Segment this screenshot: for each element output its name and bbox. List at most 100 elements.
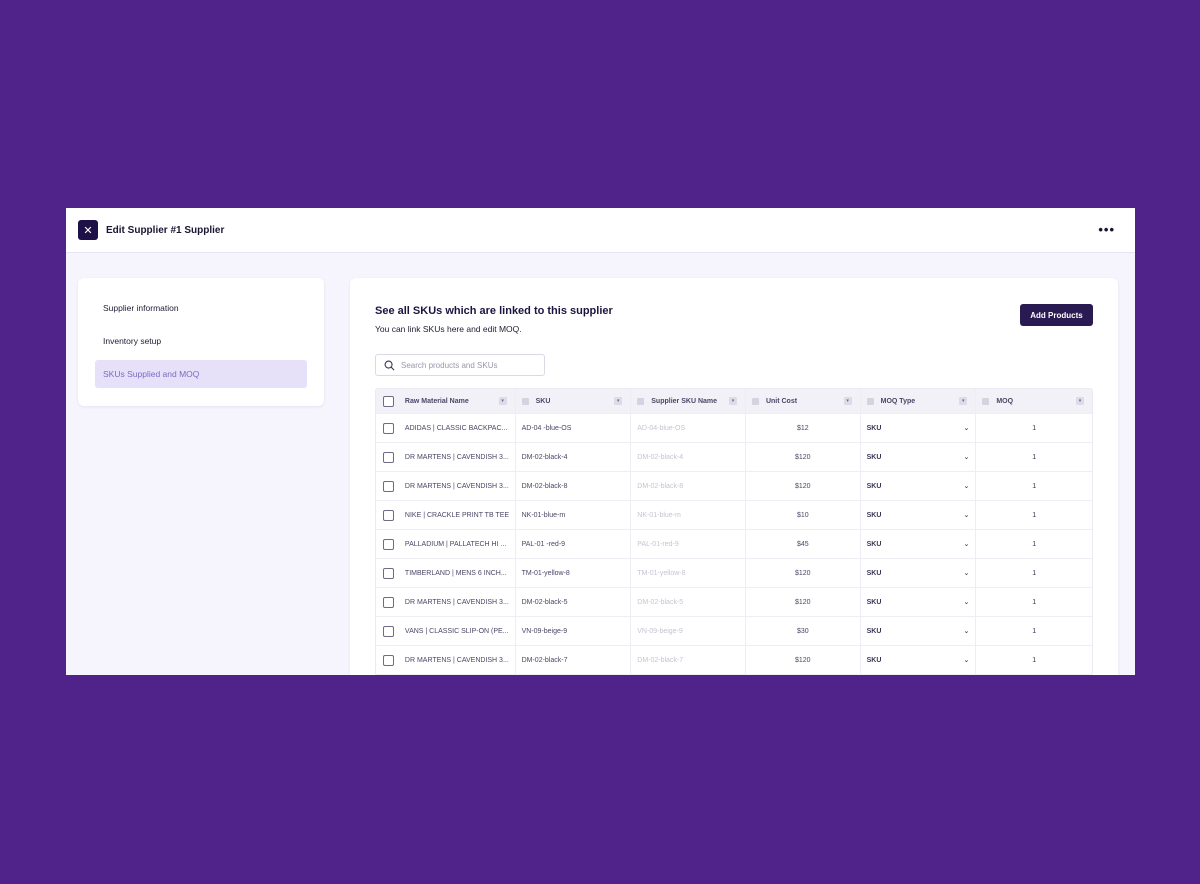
moq-type-select[interactable]: SKU ⌄ bbox=[861, 530, 977, 558]
column-menu-icon[interactable]: ▾ bbox=[843, 397, 852, 405]
supplier-sku-input[interactable]: DM-02-black-8 bbox=[631, 472, 746, 500]
moq-value[interactable]: 1 bbox=[1032, 511, 1037, 519]
moq-value[interactable]: 1 bbox=[1032, 453, 1037, 461]
moq-type-select[interactable]: SKU ⌄ bbox=[861, 414, 977, 442]
chevron-down-icon: ⌄ bbox=[963, 454, 970, 461]
moq-value[interactable]: 1 bbox=[1032, 569, 1037, 577]
supplier-sku-input[interactable]: TM-01-yellow-8 bbox=[631, 559, 746, 587]
unit-cost-value[interactable]: $120 bbox=[746, 559, 861, 587]
unit-cost-value[interactable]: $10 bbox=[746, 501, 861, 529]
section-subtitle: You can link SKUs here and edit MOQ. bbox=[375, 324, 522, 334]
row-checkbox-cell bbox=[376, 559, 401, 587]
moq-value[interactable]: 1 bbox=[1032, 540, 1037, 548]
chevron-down-icon: ⌄ bbox=[963, 570, 970, 577]
more-options-icon[interactable]: ••• bbox=[1098, 222, 1115, 237]
sku-value: PAL-01 -red-9 bbox=[516, 530, 632, 558]
header-moq-type[interactable]: MOQ Type ▾ bbox=[861, 389, 977, 413]
moq-value[interactable]: 1 bbox=[1032, 656, 1037, 664]
row-checkbox-cell bbox=[376, 414, 401, 442]
unit-cost-value[interactable]: $120 bbox=[746, 472, 861, 500]
chevron-down-icon: ⌄ bbox=[963, 541, 970, 548]
column-menu-icon[interactable]: ▾ bbox=[498, 397, 507, 405]
moq-type-select[interactable]: SKU ⌄ bbox=[861, 646, 977, 674]
sidebar: Supplier information Inventory setup SKU… bbox=[78, 278, 324, 406]
header-moq[interactable]: MOQ ▾ bbox=[976, 389, 1092, 413]
row-checkbox[interactable] bbox=[382, 538, 394, 550]
moq-type-value: SKU bbox=[866, 598, 882, 606]
header-supplier-sku[interactable]: Supplier SKU Name ▾ bbox=[631, 389, 746, 413]
moq-value[interactable]: 1 bbox=[1032, 627, 1037, 635]
supplier-sku-input[interactable]: VN-09-beige-9 bbox=[631, 617, 746, 645]
moq-type-select[interactable]: SKU ⌄ bbox=[861, 617, 977, 645]
column-type-icon bbox=[521, 397, 529, 405]
row-checkbox[interactable] bbox=[382, 625, 394, 637]
moq-type-value: SKU bbox=[866, 656, 882, 664]
moq-type-select[interactable]: SKU ⌄ bbox=[861, 472, 977, 500]
row-checkbox[interactable] bbox=[382, 509, 394, 521]
skus-table: Raw Material Name ▾ SKU ▾ Supplier SKU N… bbox=[375, 388, 1093, 675]
moq-type-select[interactable]: SKU ⌄ bbox=[861, 588, 977, 616]
header-raw-material[interactable]: Raw Material Name ▾ bbox=[401, 389, 516, 413]
column-menu-icon[interactable]: ▾ bbox=[728, 397, 737, 405]
row-checkbox-cell bbox=[376, 530, 401, 558]
unit-cost-value[interactable]: $12 bbox=[746, 414, 861, 442]
sku-value: DM-02-black-4 bbox=[516, 443, 632, 471]
unit-cost-value[interactable]: $45 bbox=[746, 530, 861, 558]
sku-value: AD-04 -blue-OS bbox=[516, 414, 632, 442]
supplier-sku-input[interactable]: DM-02-black-7 bbox=[631, 646, 746, 674]
moq-value[interactable]: 1 bbox=[1032, 424, 1037, 432]
moq-value[interactable]: 1 bbox=[1032, 598, 1037, 606]
add-products-button[interactable]: Add Products bbox=[1020, 304, 1093, 326]
column-menu-icon[interactable]: ▾ bbox=[1075, 397, 1084, 405]
row-checkbox-cell bbox=[376, 443, 401, 471]
supplier-sku-input[interactable]: NK-01-blue-m bbox=[631, 501, 746, 529]
header-unit-cost[interactable]: Unit Cost ▾ bbox=[746, 389, 861, 413]
table-row: DR MARTENS | CAVENDISH 3... DM-02-black-… bbox=[376, 472, 1092, 501]
row-checkbox[interactable] bbox=[382, 654, 394, 666]
section-title: See all SKUs which are linked to this su… bbox=[375, 305, 613, 317]
moq-type-select[interactable]: SKU ⌄ bbox=[861, 559, 977, 587]
sku-value: NK-01-blue-m bbox=[516, 501, 632, 529]
unit-cost-value[interactable]: $120 bbox=[746, 443, 861, 471]
column-menu-icon[interactable]: ▾ bbox=[614, 397, 623, 405]
moq-value[interactable]: 1 bbox=[1032, 482, 1037, 490]
unit-cost-value[interactable]: $120 bbox=[746, 646, 861, 674]
supplier-sku-input[interactable]: DM-02-black-5 bbox=[631, 588, 746, 616]
column-menu-icon[interactable]: ▾ bbox=[959, 397, 968, 405]
supplier-sku-input[interactable]: AD-04-blue-OS bbox=[631, 414, 746, 442]
row-checkbox[interactable] bbox=[382, 451, 394, 463]
row-checkbox[interactable] bbox=[382, 567, 394, 579]
row-checkbox-cell bbox=[376, 617, 401, 645]
moq-type-select[interactable]: SKU ⌄ bbox=[861, 443, 977, 471]
header-checkbox-cell bbox=[376, 389, 401, 413]
supplier-sku-input[interactable]: PAL-01-red-9 bbox=[631, 530, 746, 558]
unit-cost-value[interactable]: $30 bbox=[746, 617, 861, 645]
sidebar-item-supplier-information[interactable]: Supplier information bbox=[103, 303, 179, 313]
table-row: DR MARTENS | CAVENDISH 3... DM-02-black-… bbox=[376, 443, 1092, 472]
row-checkbox[interactable] bbox=[382, 422, 394, 434]
select-all-checkbox[interactable] bbox=[382, 395, 394, 407]
close-icon[interactable]: ✕ bbox=[78, 220, 98, 240]
column-type-icon bbox=[751, 397, 759, 405]
raw-material-name: DR MARTENS | CAVENDISH 3... bbox=[401, 588, 516, 616]
moq-type-value: SKU bbox=[866, 424, 882, 432]
header-label: Supplier SKU Name bbox=[651, 397, 718, 405]
header-label: MOQ bbox=[996, 397, 1014, 405]
unit-cost-value[interactable]: $120 bbox=[746, 588, 861, 616]
column-type-icon bbox=[982, 397, 990, 405]
supplier-sku-input[interactable]: DM-02-black-4 bbox=[631, 443, 746, 471]
moq-type-value: SKU bbox=[866, 511, 882, 519]
sku-value: DM-02-black-5 bbox=[516, 588, 632, 616]
sidebar-item-inventory-setup[interactable]: Inventory setup bbox=[103, 336, 162, 346]
sku-value: DM-02-black-8 bbox=[516, 472, 632, 500]
search-input[interactable] bbox=[401, 360, 541, 370]
row-checkbox[interactable] bbox=[382, 596, 394, 608]
moq-type-select[interactable]: SKU ⌄ bbox=[861, 501, 977, 529]
table-row: DR MARTENS | CAVENDISH 3... DM-02-black-… bbox=[376, 646, 1092, 675]
header-sku[interactable]: SKU ▾ bbox=[516, 389, 632, 413]
table-row: DR MARTENS | CAVENDISH 3... DM-02-black-… bbox=[376, 588, 1092, 617]
sidebar-item-skus-supplied[interactable]: SKUs Supplied and MOQ bbox=[95, 360, 307, 388]
row-checkbox[interactable] bbox=[382, 480, 394, 492]
top-bar: ✕ Edit Supplier #1 Supplier ••• bbox=[66, 208, 1135, 253]
raw-material-name: PALLADIUM | PALLATECH HI ... bbox=[401, 530, 516, 558]
